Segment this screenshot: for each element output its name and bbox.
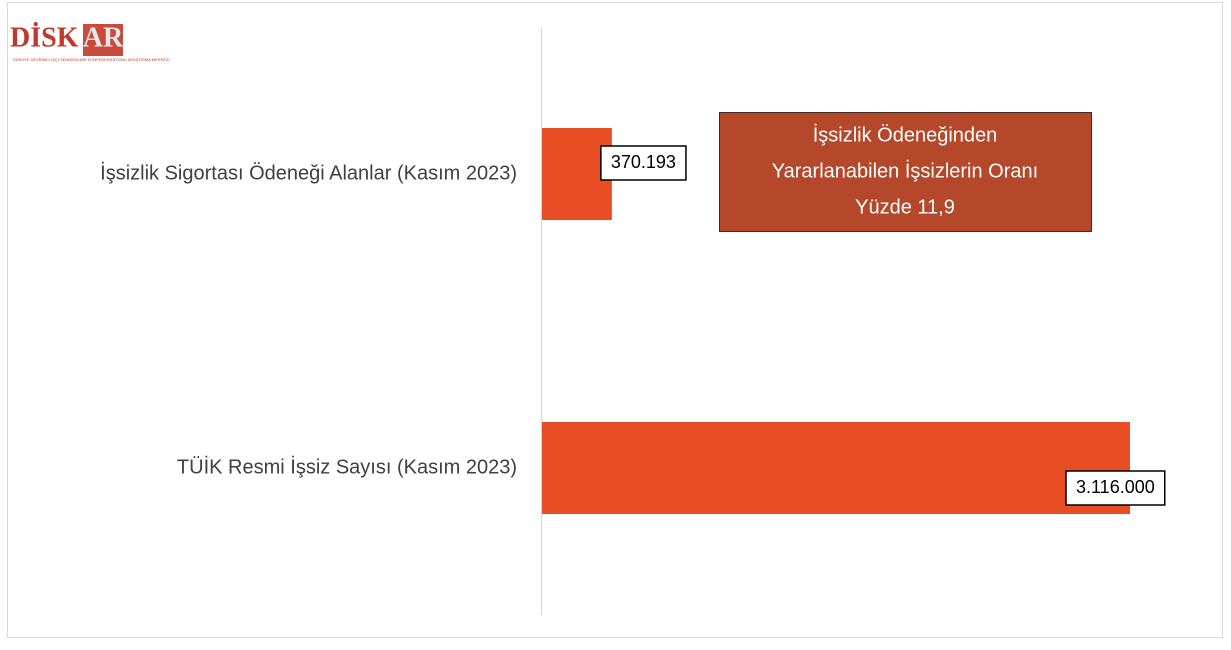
logo-text: DİSK [10,22,79,53]
logo: DİSK AR TÜRKİYE DEVRİMCİ İŞÇİ SENDİKALAR… [10,22,170,62]
frame [7,2,1223,638]
bar [542,422,1130,514]
annotation-text: İşsizlik Ödeneğinden [813,123,998,146]
annotation-box [719,112,1092,232]
logo-accent: AR [83,22,124,53]
category-label: İşsizlik Sigortası Ödeneği Alanlar (Kası… [100,161,517,184]
logo-accent-bg [83,24,123,56]
logo-tagline: TÜRKİYE DEVRİMCİ İŞÇİ SENDİKALARI KONFED… [12,57,170,62]
value-label-box [600,145,687,181]
category-label: TÜİK Resmi İşsiz Sayısı (Kasım 2023) [177,455,517,478]
value-label: 370.193 [611,152,676,172]
annotation-text: Yüzde 11,9 [855,196,955,218]
value-label-box [1065,470,1166,506]
value-label: 3.116.000 [1076,477,1155,497]
annotation-text: Yararlanabilen İşsizlerin Oranı [772,159,1038,182]
